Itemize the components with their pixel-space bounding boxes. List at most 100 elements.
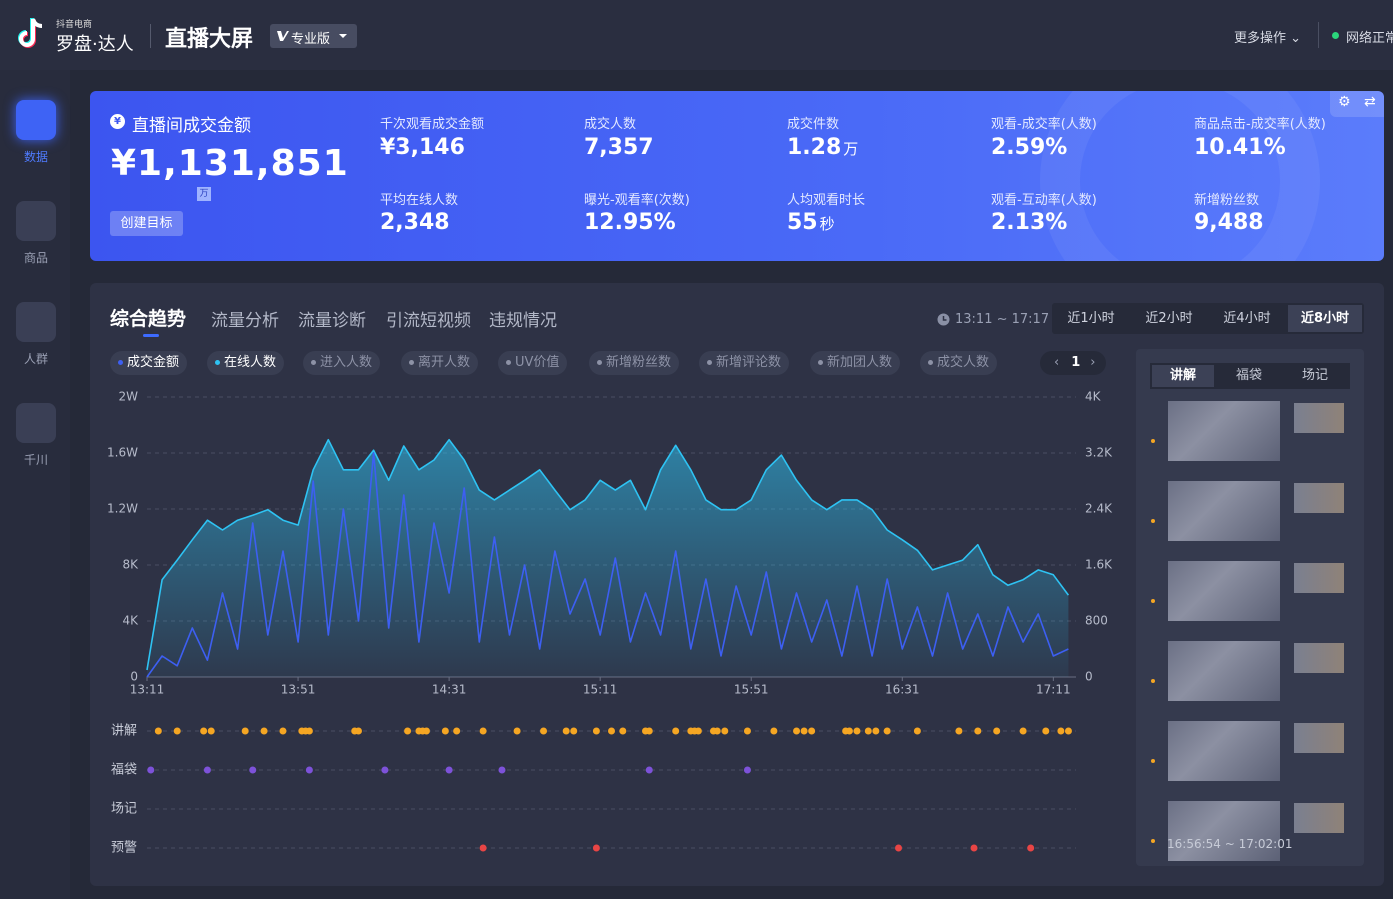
metric-value: 7,357 xyxy=(584,135,654,160)
legend-dot xyxy=(215,360,220,365)
card-tools[interactable]: ⚙ ⇄ xyxy=(1330,91,1384,117)
metric-value: 2.13% xyxy=(991,210,1067,235)
thumbnail xyxy=(1168,561,1280,621)
metric-value: 12.95% xyxy=(584,210,676,235)
metric-label: 成交人数 xyxy=(584,117,637,132)
metric-value: 1.28 万 xyxy=(787,135,858,160)
metric-label: 成交件数 xyxy=(787,117,840,132)
legend-dot xyxy=(118,360,123,365)
switch-icon[interactable]: ⇄ xyxy=(1364,94,1376,110)
legend-dot xyxy=(311,360,316,365)
brand: 罗盘·达人 xyxy=(56,34,134,55)
metric-number: 2.13% xyxy=(991,210,1068,235)
legend-chip[interactable]: 进入人数 xyxy=(303,351,381,375)
dropdown-arrow xyxy=(339,34,347,38)
nav-icon[interactable] xyxy=(16,302,56,342)
legend-text: UV价值 xyxy=(515,355,560,370)
edition: 专业版 xyxy=(291,32,331,47)
sidebar: 数据 商品 人群 千川 xyxy=(0,70,70,899)
settings-icon[interactable]: ⚙ xyxy=(1338,94,1351,110)
metric-number: 10.41% xyxy=(1194,135,1286,160)
main-unit: 万 xyxy=(197,187,211,201)
thumbnail xyxy=(1294,803,1344,833)
tab[interactable]: 违规情况 xyxy=(489,311,557,331)
more-label: 更多操作 xyxy=(1234,31,1287,46)
page-title: 直播大屏 xyxy=(165,27,254,52)
tab[interactable]: 流量分析 xyxy=(211,311,279,331)
legend-dot xyxy=(597,360,602,365)
logo xyxy=(18,18,43,48)
legend-dot xyxy=(506,360,511,365)
thumbnail xyxy=(1294,483,1344,513)
card-decoration xyxy=(1040,91,1320,261)
legend-text: 成交金额 xyxy=(127,355,180,370)
tab[interactable]: 综合趋势 xyxy=(110,308,187,330)
metric-label: 曝光-观看率(次数) xyxy=(584,193,690,208)
metric-label: 平均在线人数 xyxy=(380,193,459,208)
legend-dot xyxy=(928,360,933,365)
metric-number: 9,488 xyxy=(1194,210,1264,235)
timeline-dot xyxy=(1151,679,1155,683)
side-tab[interactable]: 讲解 xyxy=(1152,365,1214,387)
more-actions[interactable]: 更多操作 ⌄ xyxy=(1234,31,1302,46)
metric-label: 人均观看时长 xyxy=(787,193,866,208)
range-button[interactable]: 近1小时 xyxy=(1067,311,1115,326)
metric-value: ¥3,146 xyxy=(380,135,465,160)
thumbnail xyxy=(1168,801,1280,861)
thumbnail xyxy=(1294,403,1344,433)
coin-icon: ¥ xyxy=(110,114,125,129)
metric-value: 55 秒 xyxy=(787,210,835,235)
create-goal-button[interactable]: 创建目标 xyxy=(110,211,183,236)
legend-dot xyxy=(409,360,414,365)
metric-unit: 万 xyxy=(843,140,859,158)
legend-chip[interactable]: 新增粉丝数 xyxy=(589,351,680,375)
page-number: 1 xyxy=(1071,355,1081,370)
range-button[interactable]: 近8小时 xyxy=(1288,305,1362,332)
network-status: 网络正常 xyxy=(1346,31,1393,46)
legend-text: 进入人数 xyxy=(320,355,373,370)
timeline-dot xyxy=(1151,759,1155,763)
metric-number: 2.59% xyxy=(991,135,1068,160)
metric-number: 1.28 xyxy=(787,135,842,160)
legend-chip[interactable]: 成交金额 xyxy=(110,351,188,375)
side-tab[interactable]: 福袋 xyxy=(1235,368,1262,383)
nav-label[interactable]: 千川 xyxy=(23,453,48,467)
metric-label: 千次观看成交金额 xyxy=(380,117,485,132)
legend-chip[interactable]: 成交人数 xyxy=(920,351,998,375)
nav-label[interactable]: 数据 xyxy=(23,150,48,164)
tab[interactable]: 流量诊断 xyxy=(298,311,366,331)
metric-label: 新增粉丝数 xyxy=(1194,193,1260,208)
edition-icon xyxy=(277,31,289,41)
timeline-dot xyxy=(1151,439,1155,443)
legend-chip[interactable]: 新加团人数 xyxy=(810,351,901,375)
metric-value: 10.41% xyxy=(1194,135,1286,160)
nav-icon[interactable] xyxy=(16,201,56,241)
edition-badge[interactable]: 专业版 xyxy=(270,24,357,48)
legend-chip[interactable]: 离开人数 xyxy=(401,351,479,375)
tab[interactable]: 引流短视频 xyxy=(386,311,471,331)
separator xyxy=(1318,22,1319,48)
nav-icon[interactable] xyxy=(16,403,56,443)
metric-number: ¥3,146 xyxy=(380,135,465,160)
top-bar: 抖音电商 罗盘·达人 直播大屏 专业版 更多操作 ⌄ 网络正常 xyxy=(0,0,1393,70)
metric-label: 观看-互动率(人数) xyxy=(991,193,1097,208)
timeline-dot xyxy=(1151,599,1155,603)
metric-label: 商品点击-成交率(人数) xyxy=(1194,117,1326,132)
nav-label[interactable]: 人群 xyxy=(23,352,48,366)
main-value: ¥1,131,851 xyxy=(111,143,349,184)
nav-icon[interactable] xyxy=(16,100,56,140)
side-tab[interactable]: 场记 xyxy=(1301,368,1328,383)
legend-chip[interactable]: 在线人数 xyxy=(207,351,285,375)
legend-text: 在线人数 xyxy=(224,355,277,370)
legend-text: 新增评论数 xyxy=(716,355,782,370)
pager[interactable]: ‹ 1 › xyxy=(1040,351,1106,375)
legend-chip[interactable]: 新增评论数 xyxy=(699,351,790,375)
legend-text: 新增粉丝数 xyxy=(606,355,672,370)
legend-chip[interactable]: UV价值 xyxy=(498,351,568,375)
range-button[interactable]: 近4小时 xyxy=(1223,311,1271,326)
main-label: 直播间成交金额 xyxy=(132,116,251,136)
nav-label[interactable]: 商品 xyxy=(23,251,48,265)
range-button[interactable]: 近2小时 xyxy=(1145,311,1193,326)
metric-unit: 秒 xyxy=(819,215,835,233)
